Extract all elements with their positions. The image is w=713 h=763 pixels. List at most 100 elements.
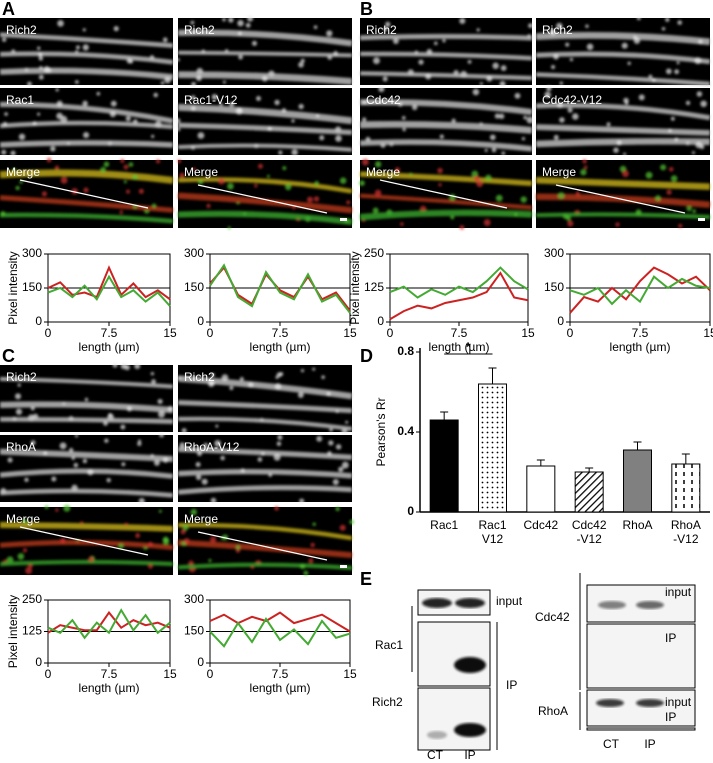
spine	[616, 140, 622, 146]
y-tick-label: 125	[22, 624, 42, 638]
spine	[345, 420, 349, 424]
row-label: input	[665, 585, 692, 599]
spine	[498, 113, 505, 120]
spine	[528, 23, 533, 29]
spine	[132, 174, 138, 181]
x-tick-label: 15	[343, 667, 357, 681]
spine	[299, 563, 306, 570]
spine	[313, 25, 318, 29]
spine	[198, 179, 204, 185]
spine	[373, 57, 380, 65]
spine	[291, 119, 295, 123]
spine	[113, 25, 119, 32]
bar	[623, 449, 652, 513]
spine	[665, 17, 670, 22]
spine	[312, 367, 316, 371]
spine	[567, 220, 574, 227]
x-tick-label: 7.5	[272, 326, 289, 340]
spine	[700, 100, 707, 108]
spine	[18, 133, 26, 141]
spine	[208, 558, 212, 563]
dendrite	[177, 434, 353, 504]
spine	[103, 161, 110, 168]
spine	[411, 104, 418, 111]
spine	[41, 191, 47, 197]
spine	[211, 94, 218, 100]
filament	[359, 193, 533, 210]
spine	[362, 100, 367, 105]
spine	[645, 171, 653, 179]
spine	[274, 383, 282, 390]
category-label: Rac1	[430, 518, 458, 532]
panel-letter: A	[2, 0, 15, 19]
bar	[478, 383, 507, 513]
spine	[438, 183, 442, 187]
spine	[96, 91, 101, 96]
spine	[60, 538, 66, 544]
blot-strip	[417, 621, 491, 687]
spine	[195, 461, 201, 468]
spine	[88, 556, 95, 563]
spine	[467, 59, 472, 64]
spine	[28, 563, 33, 569]
y-tick-label: 250	[364, 246, 384, 260]
spine	[125, 115, 131, 122]
spine	[401, 115, 406, 120]
spine	[459, 225, 465, 230]
spine	[613, 147, 619, 154]
spine	[393, 38, 399, 45]
spine	[565, 42, 570, 47]
x-tick-label: 7.5	[101, 326, 118, 340]
spine	[557, 102, 563, 109]
bar	[526, 465, 556, 513]
spine	[556, 22, 563, 30]
dendrite	[535, 85, 711, 156]
spine	[261, 452, 265, 456]
spine	[313, 196, 320, 202]
filament	[0, 448, 174, 463]
spine	[635, 209, 642, 216]
spine	[4, 112, 8, 116]
spine	[346, 200, 351, 205]
spine	[606, 122, 611, 127]
spine	[100, 166, 106, 173]
spine	[276, 441, 282, 447]
image-label: Rac1-V12	[184, 93, 238, 107]
spine	[623, 97, 629, 104]
x-tick-label: 0	[45, 326, 52, 340]
lane-label: CT	[603, 737, 620, 751]
spine	[335, 135, 342, 142]
spine	[38, 52, 43, 57]
image-label: RhoA-V12	[184, 440, 240, 454]
spine	[655, 195, 661, 201]
spine	[210, 536, 217, 543]
filament	[177, 192, 353, 214]
spine	[385, 21, 391, 28]
spine	[676, 61, 680, 65]
spine	[695, 141, 702, 149]
filament	[177, 562, 353, 571]
profile-trace	[569, 275, 711, 306]
dendrite	[0, 362, 174, 430]
x-axis-label: length (µm)	[250, 681, 311, 695]
spine	[661, 26, 666, 31]
spine	[59, 442, 67, 450]
category-label-line: Cdc42	[572, 518, 607, 532]
spine	[500, 65, 507, 71]
filament	[177, 375, 353, 400]
filament	[0, 212, 174, 224]
spine	[476, 28, 480, 32]
spine	[153, 459, 160, 466]
bar	[574, 471, 604, 513]
profile-line	[379, 179, 508, 209]
spine	[167, 405, 174, 412]
filament	[177, 177, 353, 194]
y-tick-label: 125	[364, 280, 384, 294]
spine	[328, 440, 334, 446]
x-tick-label: 7.5	[451, 326, 468, 340]
filament	[177, 539, 353, 559]
spine	[126, 58, 132, 64]
spine	[192, 167, 196, 171]
spine	[80, 521, 84, 525]
panel-letter: C	[2, 346, 15, 366]
